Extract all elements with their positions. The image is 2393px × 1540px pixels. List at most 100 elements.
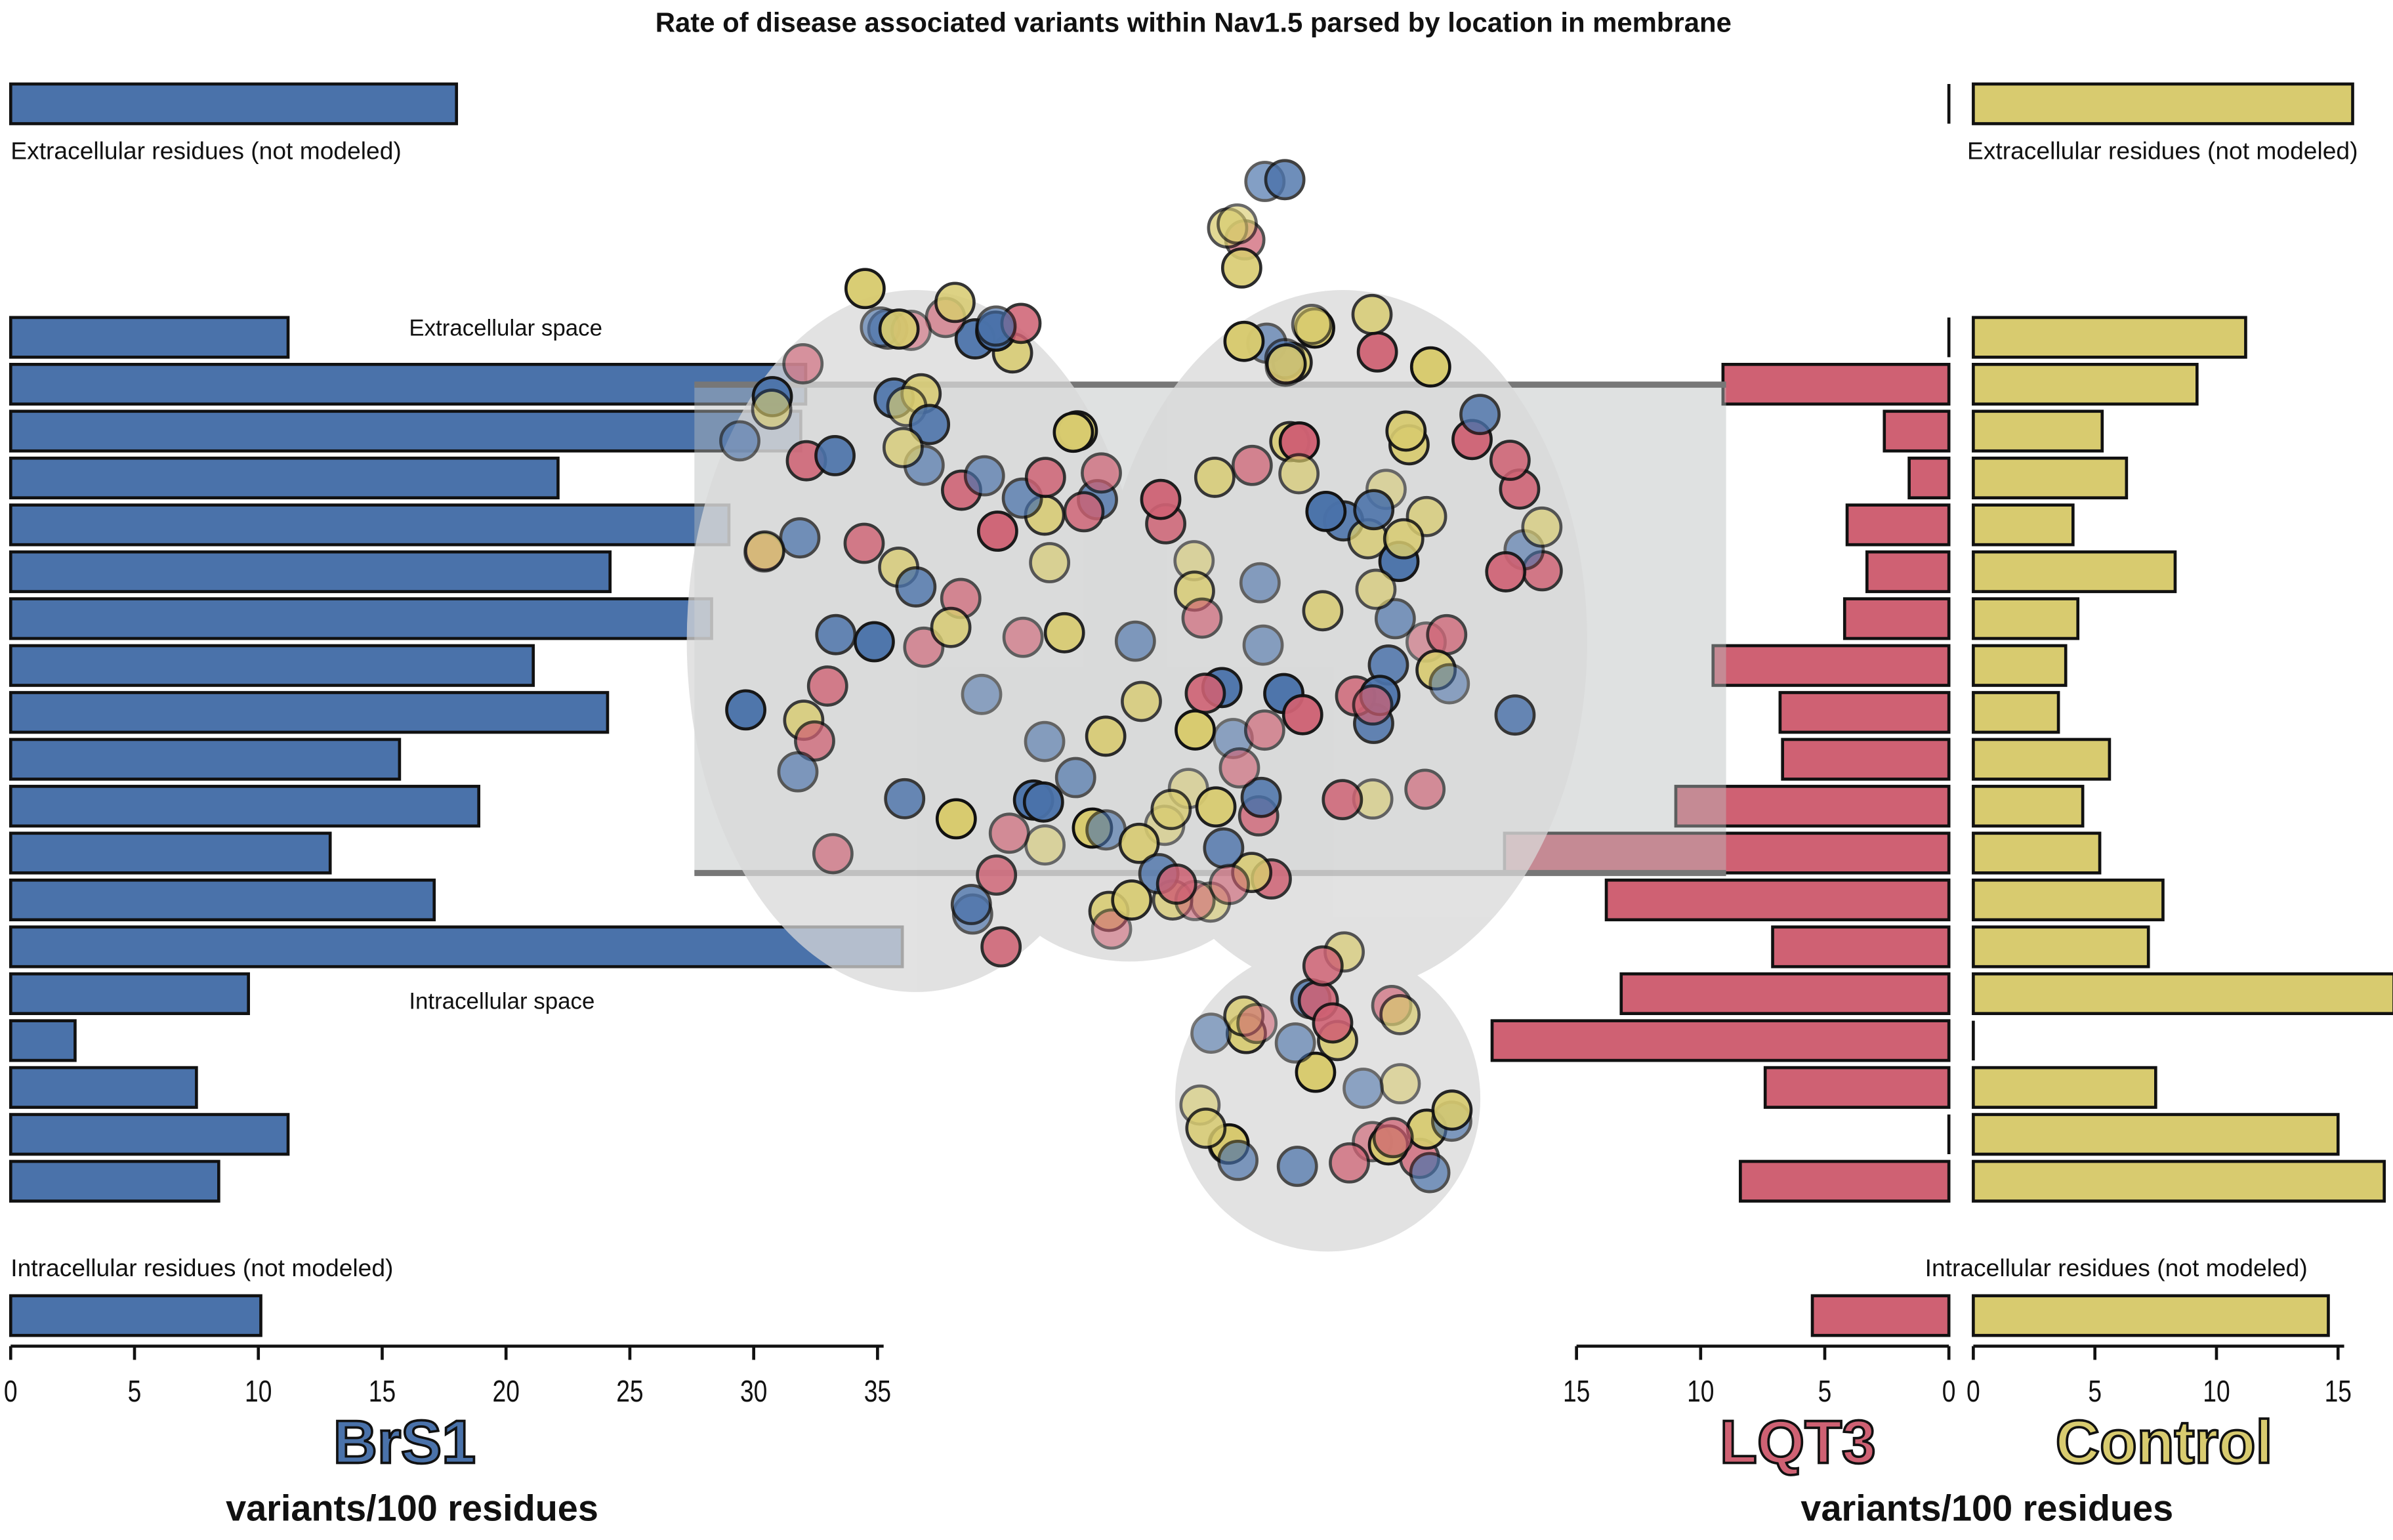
variant-sphere bbox=[1295, 1051, 1337, 1093]
bar bbox=[1972, 691, 2060, 734]
variant-sphere bbox=[843, 522, 885, 564]
variant-sphere bbox=[1190, 1012, 1232, 1054]
legend-label: BrS1 bbox=[333, 1408, 476, 1476]
variant-sphere bbox=[980, 926, 1022, 968]
variant-sphere bbox=[1024, 457, 1066, 499]
x-axis-label: variants/100 residues bbox=[1800, 1487, 2173, 1528]
bar bbox=[1972, 550, 2177, 593]
bar bbox=[9, 316, 290, 359]
bar bbox=[9, 362, 808, 406]
variant-sphere bbox=[1181, 597, 1223, 639]
bar bbox=[1972, 1294, 2330, 1337]
bar bbox=[9, 503, 731, 547]
variant-sphere bbox=[1264, 159, 1306, 201]
variant-sphere bbox=[1281, 694, 1323, 736]
variant-sphere bbox=[976, 854, 1018, 896]
variant-sphere bbox=[930, 606, 972, 648]
bar bbox=[1972, 831, 2102, 875]
variant-sphere bbox=[1155, 864, 1197, 905]
bar bbox=[9, 409, 802, 453]
annotation: Intracellular space bbox=[409, 988, 594, 1014]
variant-sphere bbox=[1352, 684, 1394, 726]
variant-sphere bbox=[1409, 1152, 1451, 1194]
variant-sphere bbox=[1385, 410, 1427, 452]
bar bbox=[9, 456, 560, 500]
bar bbox=[1972, 1113, 2340, 1156]
variant-sphere bbox=[1203, 827, 1245, 869]
bar bbox=[1721, 362, 1951, 406]
variant-sphere bbox=[1118, 822, 1160, 864]
bars bbox=[9, 82, 2393, 1337]
annotation: Extracellular space bbox=[409, 316, 602, 341]
variant-sphere bbox=[1209, 864, 1250, 905]
bar bbox=[9, 972, 250, 1015]
variant-sphere bbox=[779, 517, 821, 559]
bar bbox=[9, 738, 402, 781]
variant-sphere bbox=[1239, 562, 1281, 604]
variant-sphere bbox=[1024, 824, 1066, 866]
variant-sphere bbox=[1278, 453, 1320, 495]
bar bbox=[1972, 925, 2150, 968]
variant-sphere bbox=[1356, 331, 1398, 373]
variant-sphere bbox=[1063, 491, 1105, 533]
variant-sphere bbox=[975, 305, 1017, 347]
variant-sphere bbox=[976, 510, 1018, 552]
variant-sphere bbox=[1243, 709, 1285, 751]
x-tick-label: 0 bbox=[4, 1374, 18, 1408]
bar bbox=[1845, 503, 1951, 547]
bar bbox=[1763, 1066, 1951, 1109]
variant-sphere bbox=[895, 566, 937, 608]
x-tick-label: 10 bbox=[2203, 1374, 2230, 1408]
variant-sphere bbox=[1236, 1003, 1278, 1045]
variant-sphere bbox=[1274, 1022, 1316, 1064]
variant-sphere bbox=[1329, 1142, 1370, 1184]
bar bbox=[1674, 785, 1951, 828]
category-label: Intracellular residues (not modeled) bbox=[10, 1254, 393, 1281]
variant-sphere bbox=[1085, 715, 1127, 757]
variant-sphere bbox=[1121, 680, 1162, 722]
variant-sphere bbox=[1240, 776, 1282, 818]
variant-sphere bbox=[1276, 1146, 1318, 1187]
variant-sphere bbox=[744, 530, 785, 572]
bar bbox=[1771, 925, 1951, 968]
variant-sphere bbox=[961, 673, 1003, 715]
x-tick-label: 5 bbox=[128, 1374, 142, 1408]
bar bbox=[1604, 878, 1951, 922]
bar bbox=[9, 1113, 290, 1156]
x-tick-label: 5 bbox=[2088, 1374, 2102, 1408]
variant-sphere bbox=[1459, 394, 1501, 436]
variant-sphere bbox=[1428, 663, 1470, 705]
variant-sphere bbox=[988, 812, 1030, 854]
category-label: Extracellular residues (not modeled) bbox=[1967, 137, 2358, 165]
bar bbox=[9, 597, 713, 640]
bar bbox=[9, 1019, 77, 1062]
bar bbox=[1972, 644, 2068, 687]
variant-sphere bbox=[1321, 779, 1363, 821]
variant-sphere bbox=[844, 268, 886, 310]
variant-sphere bbox=[1379, 1063, 1421, 1105]
bar bbox=[1972, 362, 2199, 406]
variant-sphere bbox=[1485, 551, 1527, 593]
variant-sphere bbox=[806, 665, 848, 707]
variant-sphere bbox=[963, 455, 1005, 497]
bar bbox=[9, 878, 436, 922]
bar bbox=[1739, 1159, 1951, 1203]
category-label: Extracellular residues (not modeled) bbox=[10, 137, 402, 165]
variant-sphere bbox=[934, 281, 976, 323]
variant-sphere bbox=[1081, 452, 1122, 494]
x-tick-label: 20 bbox=[493, 1374, 520, 1408]
variant-sphere bbox=[1022, 781, 1064, 823]
bar bbox=[9, 550, 612, 593]
variant-sphere bbox=[725, 689, 766, 731]
variant-sphere bbox=[909, 404, 951, 446]
variant-sphere bbox=[1043, 612, 1085, 654]
bar bbox=[1972, 316, 2247, 359]
variant-sphere bbox=[1218, 747, 1260, 789]
variant-sphere bbox=[1091, 908, 1133, 950]
variant-sphere bbox=[1521, 506, 1563, 548]
legend-label: LQT3 bbox=[1720, 1408, 1876, 1476]
variant-sphere bbox=[1185, 1108, 1227, 1149]
variant-sphere bbox=[854, 621, 895, 663]
variant-sphere bbox=[1194, 457, 1236, 498]
